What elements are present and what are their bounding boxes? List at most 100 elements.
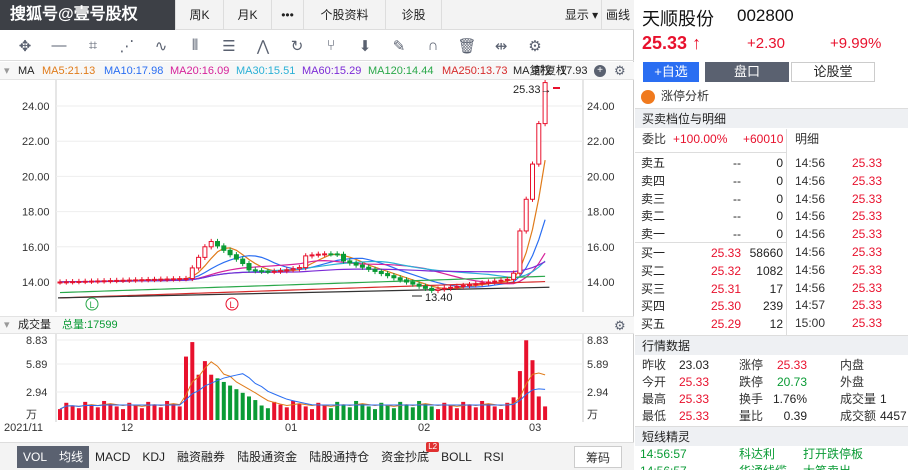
volume-bar <box>278 404 283 420</box>
bars-icon[interactable]: ⦀ <box>191 37 199 54</box>
tab-ma[interactable]: 均线 <box>53 445 90 468</box>
quote-value: 4457 <box>880 409 907 423</box>
event-time: 14:56:57 <box>640 463 687 470</box>
eraser-icon[interactable]: ✎ <box>392 37 406 55</box>
more-tabs-button[interactable]: ••• <box>272 0 304 30</box>
candle-body <box>183 277 189 280</box>
channel-icon[interactable]: ☰ <box>222 37 236 55</box>
volume-bar <box>310 409 314 420</box>
tab-connect-fund[interactable]: 陆股通资金 <box>237 449 298 464</box>
tab-boll[interactable]: BOLL <box>441 449 472 464</box>
ma250-value: MA250:13.73 <box>442 65 508 77</box>
tab-fund-bottom[interactable]: 资金抄底 L2 <box>375 441 440 468</box>
l2-badge: L2 <box>426 441 440 452</box>
volume-label[interactable]: 成交量 <box>18 319 51 331</box>
candle-body <box>454 285 460 288</box>
up-arrow-icon: ↑ <box>692 33 702 53</box>
candle-body <box>114 279 120 282</box>
collapse-icon[interactable]: ▾ <box>4 65 10 77</box>
chip-button[interactable]: 筹码 <box>574 446 622 468</box>
section-quote-data: 行情数据 <box>635 335 908 355</box>
volume-bar <box>517 371 522 420</box>
tick-time: 14:56 <box>795 262 826 277</box>
vol-settings-icon[interactable]: ⚙ <box>614 318 626 333</box>
limit-up-analysis[interactable]: 涨停分析 <box>635 86 908 106</box>
date-label: 02 <box>418 422 431 434</box>
pitchfork-icon[interactable]: ⑂ <box>326 37 336 54</box>
crop-icon[interactable]: ⌗ <box>88 37 98 54</box>
trash-icon[interactable]: 🗑 <box>457 37 477 55</box>
quote-row: 今开 25.33 跌停 20.73 外盘 <box>635 374 908 392</box>
volume-chart[interactable]: 8.83 8.83 5.89 5.89 2.94 2.94 万 万 <box>0 334 634 422</box>
quote-value: 25.33 <box>678 375 709 389</box>
candle-body <box>479 282 485 285</box>
candle-body <box>152 278 157 281</box>
volume-bar <box>328 408 333 420</box>
volume-bar <box>360 403 365 420</box>
volume-bar <box>165 400 170 420</box>
ma-settings-icon[interactable]: ⚙ <box>614 63 626 78</box>
volume-bar <box>108 403 113 420</box>
tab-weekly-k[interactable]: 周K <box>176 0 224 30</box>
tab-rsi[interactable]: RSI <box>483 449 504 464</box>
add-watchlist-button[interactable]: +自选 <box>643 62 699 82</box>
volume-bar <box>373 409 377 420</box>
tab-connect-hold[interactable]: 陆股通持仓 <box>309 449 370 464</box>
tick-time: 14:56 <box>795 209 826 224</box>
move-icon[interactable]: ✥ <box>18 37 32 55</box>
draw-line-button[interactable]: 画线 <box>605 8 630 22</box>
arrow-down-icon[interactable]: ⬇ <box>358 37 372 55</box>
quote-key: 跌停 <box>739 375 764 389</box>
add-indicator-icon[interactable]: + <box>594 65 606 77</box>
tick-time: 15:00 <box>795 316 826 331</box>
tab-diagnose[interactable]: 诊股 <box>386 0 442 30</box>
tab-vol[interactable]: VOL <box>17 445 54 468</box>
event-event: 打开跌停板 <box>803 447 864 461</box>
tab-pankou[interactable]: 盘口 <box>705 62 789 82</box>
tab-margin[interactable]: 融资融券 <box>177 449 226 464</box>
volume-bar <box>480 400 485 420</box>
tab-company-info[interactable]: 个股资料 <box>304 0 386 30</box>
candle-body <box>63 281 69 284</box>
ma120-value: MA120:14.44 <box>368 65 434 77</box>
price-chart[interactable]: 24.00 22.00 20.00 18.00 16.00 14.00 24.00 22.0… <box>0 80 634 312</box>
volume-bar <box>429 406 434 420</box>
quote-value: 25.33 <box>678 409 709 423</box>
fan-icon[interactable]: ⋰ <box>119 37 135 55</box>
quote-value: 0.39 <box>783 409 807 423</box>
ask-price: -- <box>733 173 741 188</box>
zigzag-icon[interactable]: ⋀ <box>256 37 270 55</box>
volume-bar <box>398 401 403 420</box>
collapse-vol-icon[interactable]: ▾ <box>4 319 10 331</box>
candle-body <box>334 253 340 256</box>
ma5-value: MA5:21.13 <box>42 65 96 77</box>
vol-tick-left: 2.94 <box>26 387 47 399</box>
candle-body <box>177 278 183 281</box>
line-icon[interactable]: — <box>51 37 67 54</box>
candle-body <box>315 253 321 256</box>
display-dropdown[interactable]: 显示 ▾ <box>562 0 602 30</box>
tab-macd[interactable]: MACD <box>95 449 131 464</box>
short-term-event[interactable]: 14:56:57 科达利 打开跌停板 <box>635 446 908 464</box>
wave-icon[interactable]: ∿ <box>154 37 168 55</box>
magnet-icon[interactable]: ∩ <box>427 37 439 54</box>
quote-key: 最低 <box>642 409 667 423</box>
ma-long-line <box>57 286 550 299</box>
adjust-label[interactable]: MA复权 <box>513 65 552 77</box>
event-time: 14:56:57 <box>640 447 687 461</box>
expand-icon[interactable]: ⇹ <box>494 37 508 55</box>
volume-bar <box>473 407 478 420</box>
tab-forum[interactable]: 论股堂 <box>791 62 875 82</box>
ma-label[interactable]: MA <box>18 65 35 77</box>
ask-price: -- <box>733 191 741 206</box>
bid-price: 25.29 <box>710 317 741 332</box>
cycle-icon[interactable]: ↻ <box>290 37 304 55</box>
volume-bar <box>89 404 94 420</box>
tab-monthly-k[interactable]: 月K <box>224 0 272 30</box>
short-term-event[interactable]: 14:56:57 华通线缆 大笔卖出 <box>635 463 908 470</box>
candle-body <box>126 279 132 282</box>
volume-bar <box>265 408 270 420</box>
tab-kdj[interactable]: KDJ <box>142 449 166 464</box>
settings-icon[interactable]: ⚙ <box>528 37 542 55</box>
indicator-tabs: VOL 均线 MACD KDJ 融资融券 陆股通资金 陆股通持仓 资金抄底 L2 … <box>0 441 634 470</box>
